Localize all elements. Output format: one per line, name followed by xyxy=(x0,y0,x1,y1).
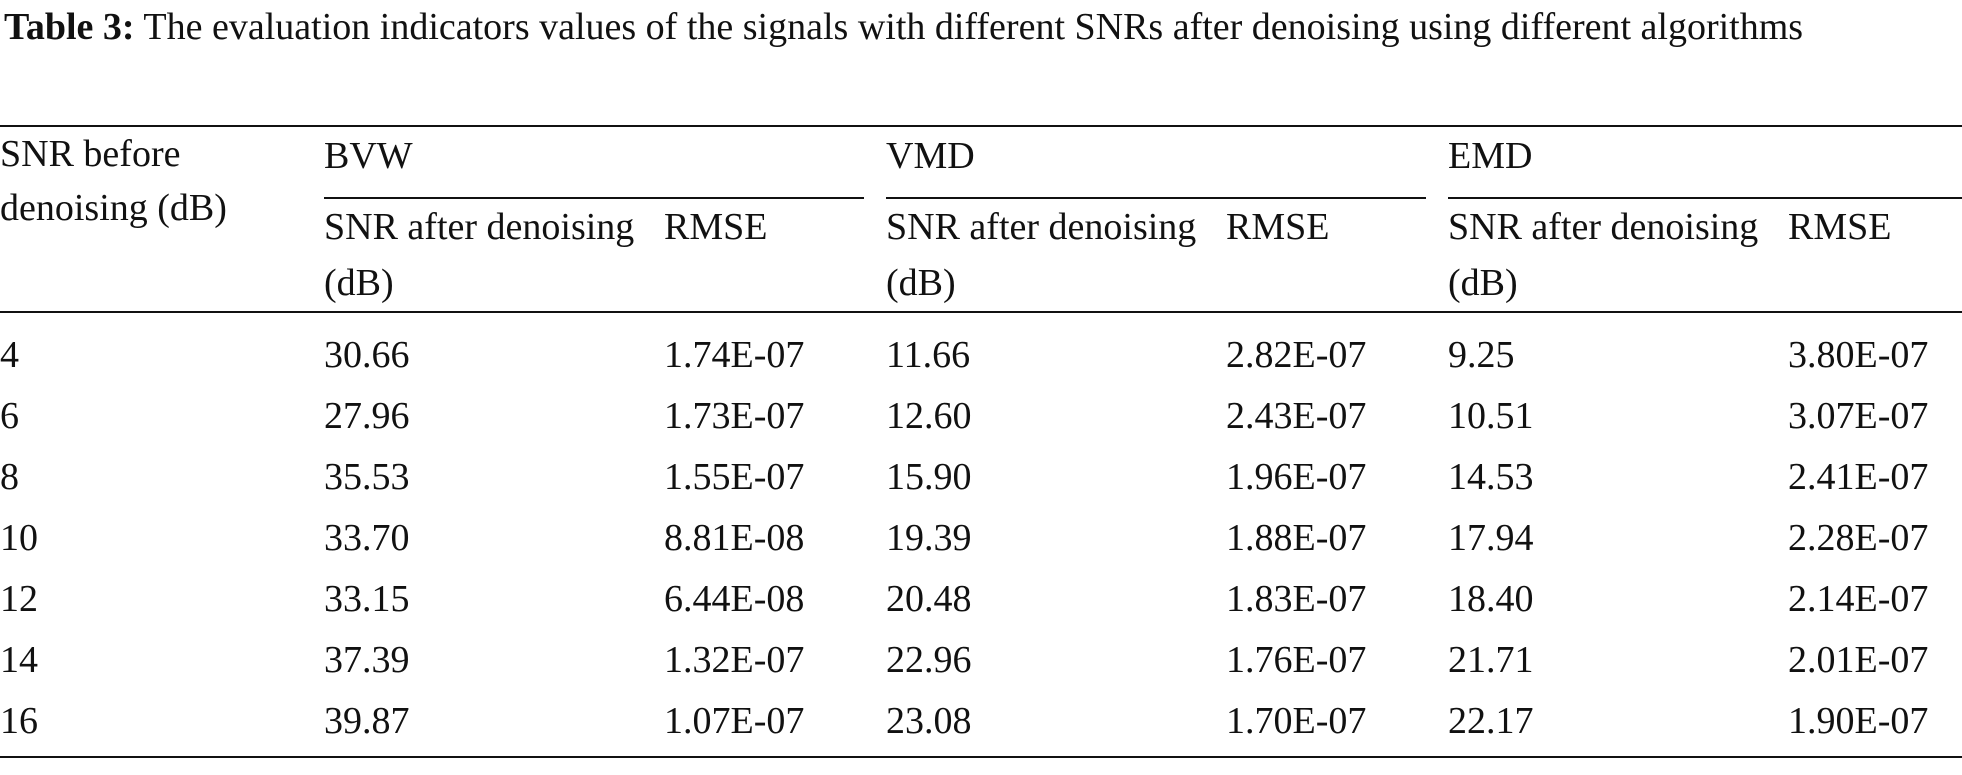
cell-emd-rmse: 3.80E-07 xyxy=(1788,334,1929,376)
cell-vmd-snr: 19.39 xyxy=(886,517,972,559)
table-row: 6 27.96 1.73E-07 12.60 2.43E-07 10.51 3.… xyxy=(0,386,1962,447)
subheader-vmd-snr: SNR after denoising (dB) xyxy=(886,206,1197,304)
table-row: 8 35.53 1.55E-07 15.90 1.96E-07 14.53 2.… xyxy=(0,447,1962,508)
cell-emd-rmse: 2.28E-07 xyxy=(1788,517,1929,559)
cell-vmd-rmse: 1.96E-07 xyxy=(1226,456,1367,498)
cell-snr-before: 8 xyxy=(0,456,19,498)
cell-emd-snr: 18.40 xyxy=(1448,578,1534,620)
cell-bvw-snr: 33.15 xyxy=(324,578,410,620)
cell-vmd-rmse: 1.83E-07 xyxy=(1226,578,1367,620)
cell-bvw-rmse: 1.74E-07 xyxy=(664,334,805,376)
group-header-bvw: BVW xyxy=(324,126,886,199)
table-row: 10 33.70 8.81E-08 19.39 1.88E-07 17.94 2… xyxy=(0,508,1962,569)
cell-emd-snr: 10.51 xyxy=(1448,395,1534,437)
cell-bvw-snr: 30.66 xyxy=(324,334,410,376)
cell-emd-rmse: 2.14E-07 xyxy=(1788,578,1929,620)
subheader-bvw-snr: SNR after denoising (dB) xyxy=(324,206,635,304)
cell-bvw-snr: 37.39 xyxy=(324,639,410,681)
cell-emd-rmse: 2.01E-07 xyxy=(1788,639,1929,681)
cell-vmd-rmse: 1.88E-07 xyxy=(1226,517,1367,559)
cell-bvw-snr: 39.87 xyxy=(324,700,410,742)
cell-emd-rmse: 3.07E-07 xyxy=(1788,395,1929,437)
table-row: 14 37.39 1.32E-07 22.96 1.76E-07 21.71 2… xyxy=(0,630,1962,691)
subheader-vmd-rmse: RMSE xyxy=(1226,206,1330,248)
cell-bvw-snr: 27.96 xyxy=(324,395,410,437)
results-table: SNR before denoising (dB) BVW VMD EMD SN… xyxy=(0,125,1962,758)
cell-bvw-rmse: 1.55E-07 xyxy=(664,456,805,498)
table-row: 12 33.15 6.44E-08 20.48 1.83E-07 18.40 2… xyxy=(0,569,1962,630)
cell-vmd-snr: 20.48 xyxy=(886,578,972,620)
cell-emd-rmse: 1.90E-07 xyxy=(1788,700,1929,742)
cell-emd-snr: 22.17 xyxy=(1448,700,1534,742)
cell-snr-before: 16 xyxy=(0,700,38,742)
cell-vmd-snr: 15.90 xyxy=(886,456,972,498)
cell-vmd-rmse: 1.76E-07 xyxy=(1226,639,1367,681)
header-row-subs: SNR after denoising (dB) RMSE SNR after … xyxy=(0,199,1962,312)
table-row: 16 39.87 1.07E-07 23.08 1.70E-07 22.17 1… xyxy=(0,691,1962,757)
subheader-emd-snr: SNR after denoising (dB) xyxy=(1448,206,1759,304)
cell-emd-snr: 21.71 xyxy=(1448,639,1534,681)
cell-snr-before: 6 xyxy=(0,395,19,437)
cell-vmd-snr: 23.08 xyxy=(886,700,972,742)
group-header-vmd: VMD xyxy=(886,126,1448,199)
cell-bvw-rmse: 8.81E-08 xyxy=(664,517,805,559)
cell-snr-before: 14 xyxy=(0,639,38,681)
subheader-bvw-rmse: RMSE xyxy=(664,206,768,248)
subheader-emd-rmse: RMSE xyxy=(1788,206,1892,248)
cell-snr-before: 4 xyxy=(0,334,19,376)
cell-vmd-snr: 22.96 xyxy=(886,639,972,681)
cell-emd-snr: 14.53 xyxy=(1448,456,1534,498)
cell-emd-rmse: 2.41E-07 xyxy=(1788,456,1929,498)
cell-bvw-snr: 33.70 xyxy=(324,517,410,559)
cell-bvw-snr: 35.53 xyxy=(324,456,410,498)
cell-vmd-snr: 11.66 xyxy=(886,334,971,376)
cell-bvw-rmse: 1.07E-07 xyxy=(664,700,805,742)
cell-emd-snr: 9.25 xyxy=(1448,334,1515,376)
cell-vmd-rmse: 1.70E-07 xyxy=(1226,700,1367,742)
cell-bvw-rmse: 1.32E-07 xyxy=(664,639,805,681)
header-row-groups: SNR before denoising (dB) BVW VMD EMD xyxy=(0,126,1962,229)
table-caption: Table 3: The evaluation indicators value… xyxy=(4,2,1958,52)
cell-bvw-rmse: 1.73E-07 xyxy=(664,395,805,437)
cell-emd-snr: 17.94 xyxy=(1448,517,1534,559)
cell-snr-before: 10 xyxy=(0,517,38,559)
cell-snr-before: 12 xyxy=(0,578,38,620)
table-row: 4 30.66 1.74E-07 11.66 2.82E-07 9.25 3.8… xyxy=(0,312,1962,386)
cell-bvw-rmse: 6.44E-08 xyxy=(664,578,805,620)
row-header: SNR before denoising (dB) xyxy=(0,133,227,229)
table-body: 4 30.66 1.74E-07 11.66 2.82E-07 9.25 3.8… xyxy=(0,312,1962,757)
cell-vmd-rmse: 2.43E-07 xyxy=(1226,395,1367,437)
group-header-emd: EMD xyxy=(1448,126,1962,199)
cell-vmd-snr: 12.60 xyxy=(886,395,972,437)
cell-vmd-rmse: 2.82E-07 xyxy=(1226,334,1367,376)
caption-text: The evaluation indicators values of the … xyxy=(143,6,1804,48)
caption-label: Table 3: xyxy=(4,6,135,48)
